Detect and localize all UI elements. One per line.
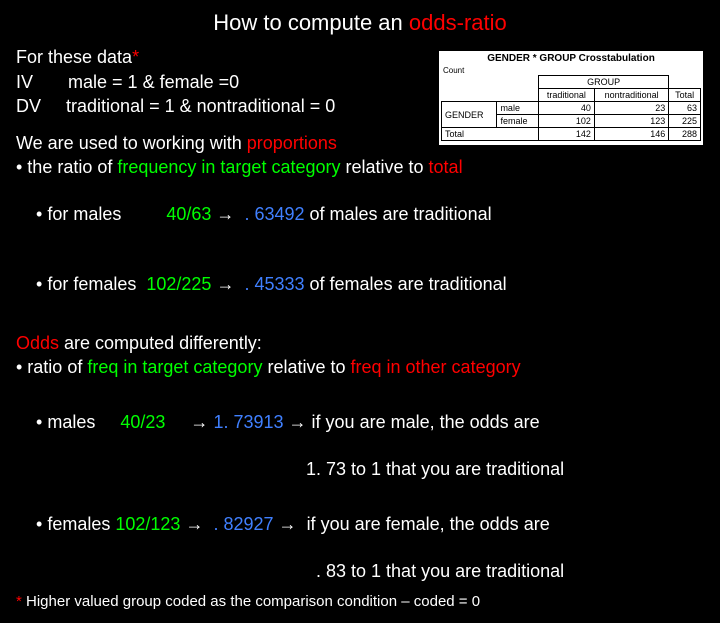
prop-total: total (429, 157, 463, 177)
prop-males-val: . 63492 (244, 204, 304, 224)
ct-group: GROUP (538, 76, 668, 89)
odds-fem-txt1: if you are female, the odds are (307, 514, 550, 534)
ct-t-t: 142 (538, 128, 594, 141)
dv-coding: traditional = 1 & nontraditional = 0 (66, 96, 335, 116)
odds-freqtarget: freq in target category (87, 357, 262, 377)
arrow-icon: → (190, 412, 208, 432)
odds-fem-frac: 102/123 (115, 514, 180, 534)
ct-f-tot: 225 (669, 115, 701, 128)
ct-r2: female (497, 115, 538, 128)
odds-males-txt2: 1. 73 to 1 that you are traditional (306, 459, 564, 479)
odds-males-line2: 1. 73 to 1 that you are traditional (16, 458, 704, 481)
ct-total-h: Total (669, 89, 701, 102)
arrow-icon: → (216, 274, 234, 294)
odds-b1a: • ratio of (16, 357, 87, 377)
intro-text: For these data (16, 47, 132, 67)
ct-m-tot: 63 (669, 102, 701, 115)
ct-f-t: 102 (538, 115, 594, 128)
ct-total-r: Total (442, 128, 539, 141)
iv-coding: male = 1 & female =0 (68, 72, 239, 92)
odds-males-val: 1. 73913 (213, 412, 283, 432)
footnote: * Higher valued group coded as the compa… (16, 593, 704, 612)
prop-fem-val: . 45333 (244, 274, 304, 294)
ct-c1: traditional (538, 89, 594, 102)
prop-fem-pre: • for females (36, 274, 146, 294)
odds-fem-txt2: . 83 to 1 that you are traditional (316, 561, 564, 581)
ct-t-n: 146 (594, 128, 668, 141)
odds-b1b: relative to (262, 357, 350, 377)
page-title: How to compute an odds-ratio (16, 10, 704, 36)
title-pre: How to compute an (213, 10, 409, 35)
iv-label: IV (16, 72, 33, 92)
odds-fem-val: . 82927 (213, 514, 273, 534)
crosstab-panel: GENDER * GROUP Crosstabulation Count GRO… (438, 50, 704, 146)
intro-star: * (132, 47, 139, 67)
arrow-icon: → (279, 514, 297, 534)
crosstab-title: GENDER * GROUP Crosstabulation (441, 53, 701, 64)
ct-m-n: 23 (594, 102, 668, 115)
odds-freqother: freq in other category (351, 357, 521, 377)
odds-bullet1: • ratio of freq in target category relat… (16, 356, 704, 379)
footnote-text: Higher valued group coded as the compari… (22, 593, 480, 610)
prop-proportions: proportions (247, 133, 337, 153)
prop-females: • for females 102/225 → . 45333 of femal… (16, 250, 704, 318)
prop-freqtarget: frequency in target category (117, 157, 340, 177)
odds-males-txt1: if you are male, the odds are (312, 412, 540, 432)
title-odds: odds-ratio (409, 10, 507, 35)
odds-males-lbl: • males (36, 412, 95, 432)
prop-bullet1: • the ratio of frequency in target categ… (16, 156, 704, 179)
crosstab-table: GROUP traditional nontraditional Total G… (441, 75, 701, 141)
prop-lead1: We are used to working with (16, 133, 247, 153)
prop-b1b: relative to (341, 157, 429, 177)
ct-f-n: 123 (594, 115, 668, 128)
prop-males-frac: 40/63 (166, 204, 211, 224)
odds-fem-lbl: • females (36, 514, 115, 534)
ct-r1: male (497, 102, 538, 115)
prop-fem-frac: 102/225 (146, 274, 211, 294)
ct-m-t: 40 (538, 102, 594, 115)
ct-gender: GENDER (442, 102, 497, 128)
arrow-icon: → (289, 412, 307, 432)
arrow-icon: → (216, 204, 234, 224)
prop-fem-post: of females are traditional (305, 274, 507, 294)
ct-c2: nontraditional (594, 89, 668, 102)
arrow-icon: → (185, 514, 203, 534)
prop-males-pre: • for males (36, 204, 166, 224)
prop-b1a: • the ratio of (16, 157, 117, 177)
prop-males-post: of males are traditional (305, 204, 492, 224)
dv-label: DV (16, 96, 41, 116)
prop-males: • for males 40/63 → . 63492 of males are… (16, 181, 704, 249)
odds-lead2: are computed differently: (59, 333, 262, 353)
odds-fem-line1: • females 102/123 → . 82927 → if you are… (16, 491, 704, 559)
odds-lead: Odds are computed differently: (16, 332, 704, 355)
odds-word: Odds (16, 333, 59, 353)
odds-males-frac: 40/23 (120, 412, 165, 432)
odds-males-line1: • males 40/23 → 1. 73913 → if you are ma… (16, 389, 704, 457)
crosstab-count: Count (441, 66, 701, 75)
odds-fem-line2: . 83 to 1 that you are traditional (16, 560, 704, 583)
ct-t-tot: 288 (669, 128, 701, 141)
